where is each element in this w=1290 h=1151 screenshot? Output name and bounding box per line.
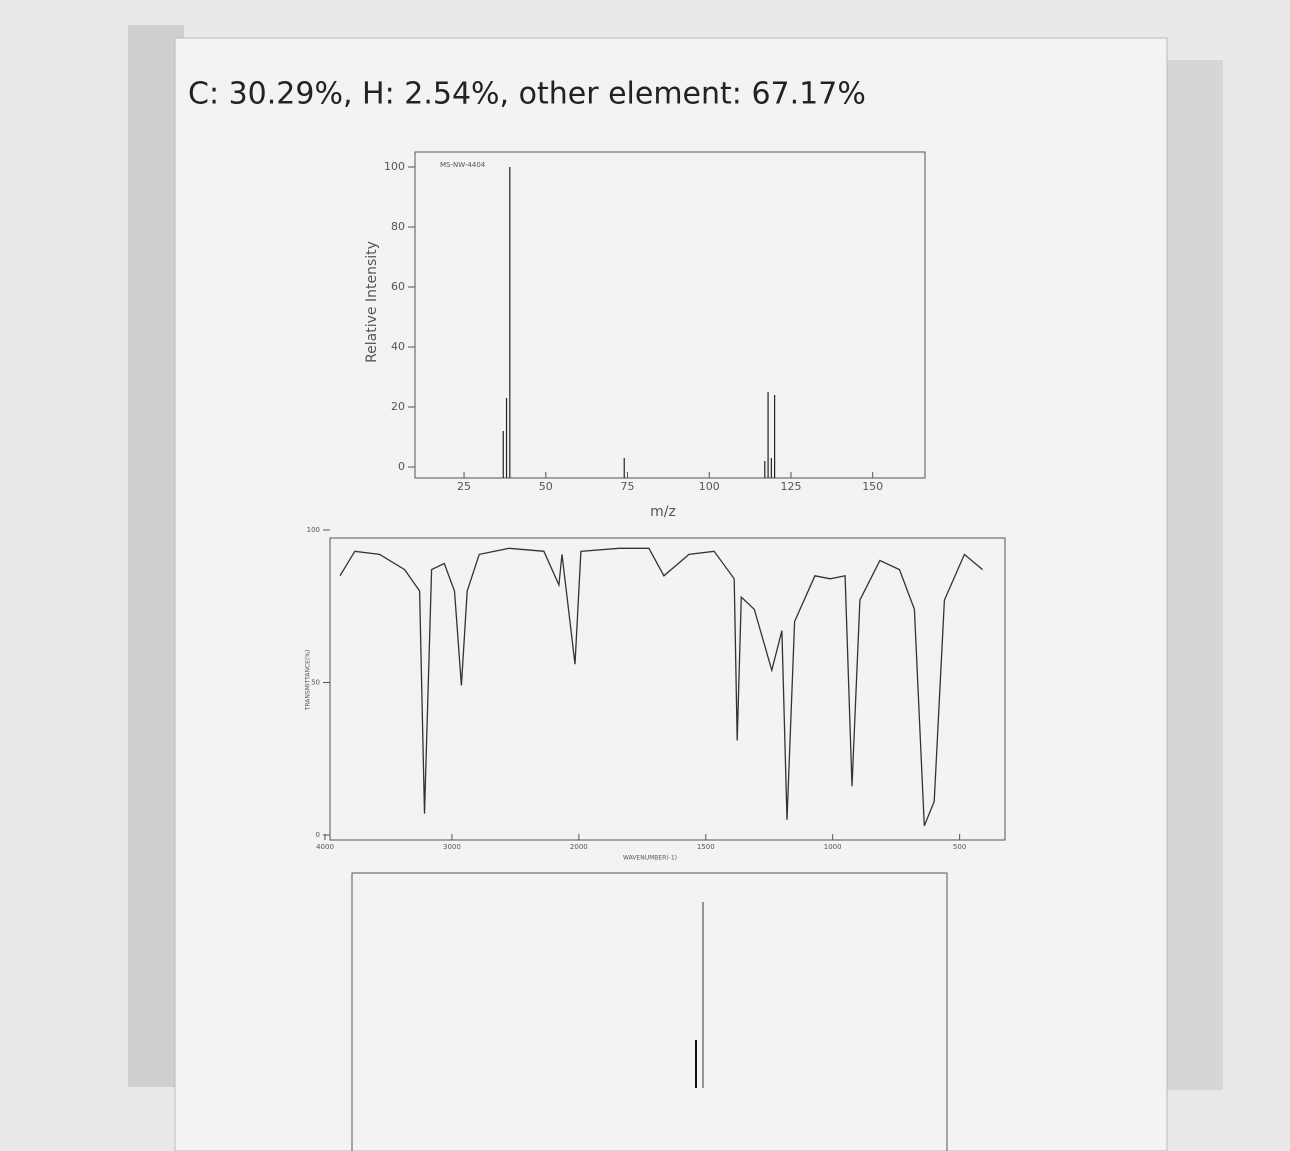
x-tick-label: 100 [699, 480, 720, 493]
x-tick-label: 3000 [443, 843, 461, 851]
x-tick-label: 1000 [824, 843, 842, 851]
x-tick-label: 4000 [316, 843, 334, 851]
x-tick-label: 25 [457, 480, 471, 493]
y-tick-label: 50 [311, 679, 320, 687]
y-tick-label: 20 [391, 400, 405, 413]
y-tick-label: 60 [391, 280, 405, 293]
y-axis-label: TRANSMITTANCE(%) [305, 650, 312, 712]
x-tick-label: 50 [539, 480, 553, 493]
x-tick-label: 125 [780, 480, 801, 493]
y-tick-label: 40 [391, 340, 405, 353]
y-tick-label: 80 [391, 220, 405, 233]
ms-id: MS-NW-4404 [440, 161, 486, 169]
page [174, 37, 1168, 1151]
y-axis-label: Relative Intensity [364, 241, 380, 363]
y-tick-label: 100 [384, 160, 405, 173]
x-tick-label: 1500 [697, 843, 715, 851]
nmr-frame [351, 872, 948, 1151]
x-tick-label: 150 [862, 480, 883, 493]
ms-frame [414, 151, 926, 479]
y-tick-label: 0 [398, 460, 405, 473]
ir-frame [329, 537, 1006, 841]
y-tick-label: 100 [307, 526, 320, 534]
spectrum-line [339, 547, 983, 827]
x-axis-label: WAVENUMBER(-1) [623, 855, 677, 862]
y-tick-label: 0 [316, 831, 320, 839]
x-tick-label: 500 [953, 843, 966, 851]
x-tick-label: 75 [621, 480, 635, 493]
heading: C: 30.29%, H: 2.54%, other element: 67.1… [188, 77, 866, 112]
x-tick-label: 2000 [570, 843, 588, 851]
x-axis-label: m/z [650, 504, 676, 520]
